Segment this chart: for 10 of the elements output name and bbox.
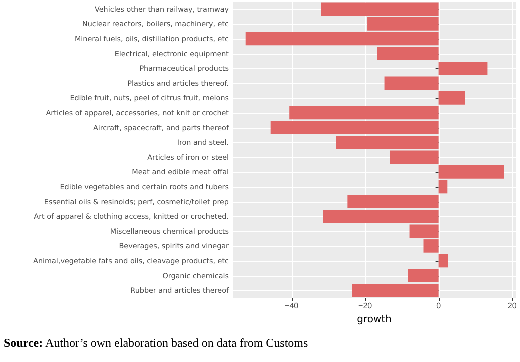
x-tick-label: 20	[508, 302, 518, 310]
bar	[438, 254, 448, 268]
x-axis-title: growth	[357, 314, 392, 326]
bar	[384, 76, 439, 90]
bar	[438, 62, 488, 76]
source-note: Source: Author’s own elaboration based on data from Customs	[4, 336, 310, 351]
x-tick-label: −20	[358, 302, 373, 310]
bar	[438, 92, 466, 105]
x-tick-label: 0	[436, 302, 442, 310]
x-tick-label: −40	[285, 302, 300, 310]
